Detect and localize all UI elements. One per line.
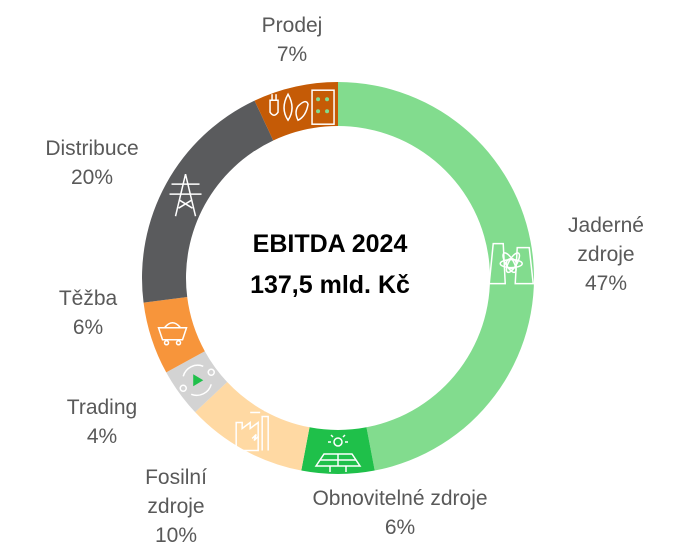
nuclear-plant-icon: [488, 242, 535, 285]
slice-value-label: 4%: [87, 425, 117, 448]
slice-label-4: Těžba 6%: [59, 287, 118, 339]
slice-name-line: Těžba: [59, 287, 118, 310]
trading-cycle-icon: [179, 364, 215, 397]
slice-name-line: Distribuce: [45, 137, 138, 160]
slice-5: [141, 100, 274, 303]
slice-1: [301, 427, 375, 474]
center-title: EBITDA 2024: [253, 230, 408, 258]
slice-name-line: Obnovitelné zdroje: [312, 487, 487, 510]
slice-value-label: 6%: [73, 316, 103, 339]
slice-label-3: Trading 4%: [67, 396, 137, 448]
slice-4: [143, 297, 205, 373]
slice-label-2: Fosilní zdroje 10%: [145, 466, 207, 547]
slice-name-line: Fosilní: [145, 466, 207, 489]
power-pylon-icon: [169, 174, 202, 217]
slice-0: [338, 82, 534, 471]
slice-labels: Jaderné zdroje 47% Obnovitelné zdroje 6% Fosi…: [45, 14, 644, 547]
mine-cart-icon: [157, 322, 188, 346]
slice-label-5: Distribuce 20%: [45, 137, 138, 189]
slice-name-line: Jaderné: [568, 214, 644, 237]
slice-name-line: Prodej: [262, 14, 323, 37]
slice-value-label: 10%: [155, 524, 197, 547]
slice-name-line: Trading: [67, 396, 137, 419]
slice-value-label: 6%: [385, 516, 415, 539]
center-text: EBITDA 2024 137,5 mld. Kč: [250, 230, 410, 299]
slice-icons: [157, 89, 535, 472]
slice-value-label: 7%: [277, 43, 307, 66]
slice-label-1: Obnovitelné zdroje 6%: [312, 487, 487, 539]
center-value: 137,5 mld. Kč: [250, 271, 410, 299]
slice-label-6: Prodej 7%: [262, 14, 323, 66]
solar-panel-icon: [314, 434, 362, 472]
slice-label-0: Jaderné zdroje 47%: [568, 214, 644, 295]
plug-leaf-icon: [269, 89, 335, 125]
factory-icon: [235, 409, 273, 452]
slice-name-line: zdroje: [577, 243, 634, 266]
slice-value-label: 20%: [71, 166, 113, 189]
slice-value-label: 47%: [585, 272, 627, 295]
slice-name-line: zdroje: [147, 495, 204, 518]
